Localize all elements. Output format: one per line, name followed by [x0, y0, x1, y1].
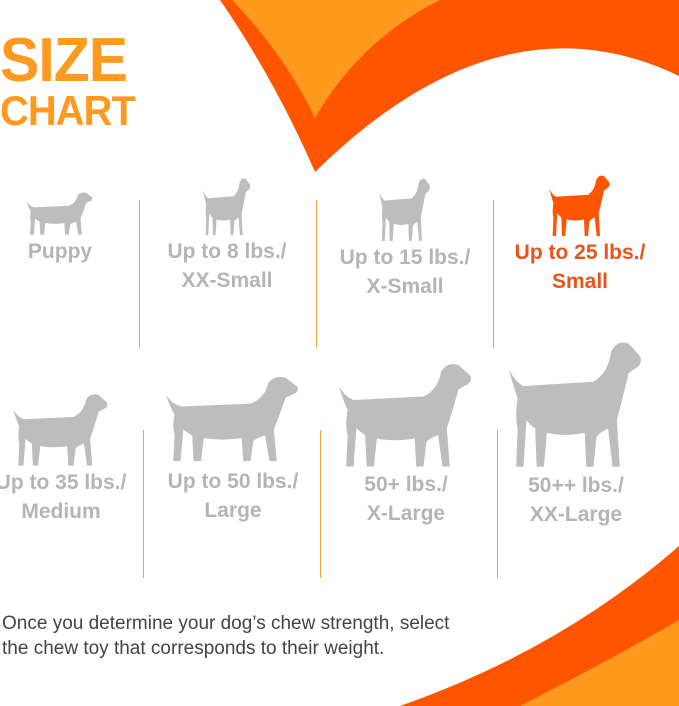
size-label-line-2: XX-Small: [181, 269, 273, 292]
size-label-line-2: Large: [204, 499, 262, 522]
divider: [316, 200, 317, 348]
size-label-line-1: Up to 50 lbs./: [167, 470, 299, 493]
size-item: Puppy: [0, 190, 148, 266]
size-item: 50++ lbs./ XX-Large: [488, 335, 664, 529]
size-item: 50+ lbs./ X-Large: [318, 358, 494, 528]
size-label-line-2: Medium: [21, 500, 101, 523]
size-label-line-1: Puppy: [27, 240, 93, 263]
size-label-line-2: X-Small: [366, 275, 444, 298]
note-line-2: the chew toy that corresponds to their w…: [2, 638, 385, 659]
size-label-line-2: X-Large: [366, 502, 446, 525]
instruction-note: Once you determine your dog’s chew stren…: [2, 611, 449, 661]
chihuahua-icon: [203, 178, 251, 236]
divider: [143, 430, 144, 578]
divider: [493, 200, 494, 348]
size-item: Up to 50 lbs./ Large: [145, 372, 321, 525]
puppy-icon: [26, 192, 93, 235]
size-label-line-1: Up to 15 lbs./: [339, 246, 471, 269]
title-line-1: SIZE: [0, 26, 128, 95]
divider: [320, 430, 321, 578]
size-item: Up to 8 lbs./ XX-Small: [139, 175, 315, 295]
terrier-icon: [549, 175, 610, 236]
labrador-icon: [165, 377, 298, 462]
size-label-line-1: 50++ lbs./: [528, 474, 624, 497]
note-line-1: Once you determine your dog’s chew stren…: [2, 613, 450, 634]
size-label-line-1: 50+ lbs./: [364, 473, 448, 496]
divider: [139, 200, 140, 348]
size-label-line-1: Up to 35 lbs./: [0, 471, 127, 494]
size-item: Up to 35 lbs./ Medium: [0, 390, 149, 526]
toy-dog-icon: [379, 178, 431, 241]
shepherd-icon: [338, 364, 471, 467]
size-label-line-1: Up to 8 lbs./: [167, 240, 287, 263]
title-line-2: CHART: [0, 87, 136, 134]
great-dane-icon: [508, 342, 641, 467]
size-label-line-2: Small: [551, 270, 609, 293]
page-title: SIZE CHART: [0, 30, 142, 132]
size-label-line-1: Up to 25 lbs./: [514, 241, 646, 264]
bottom-swoosh-light: [520, 620, 679, 706]
beagle-icon: [13, 394, 108, 466]
top-swoosh-light: [232, 0, 440, 118]
size-label-line-2: XX-Large: [529, 503, 623, 526]
size-item: Up to 25 lbs./ Small: [492, 172, 668, 296]
size-item: Up to 15 lbs./ X-Small: [317, 175, 493, 301]
divider: [497, 430, 498, 578]
